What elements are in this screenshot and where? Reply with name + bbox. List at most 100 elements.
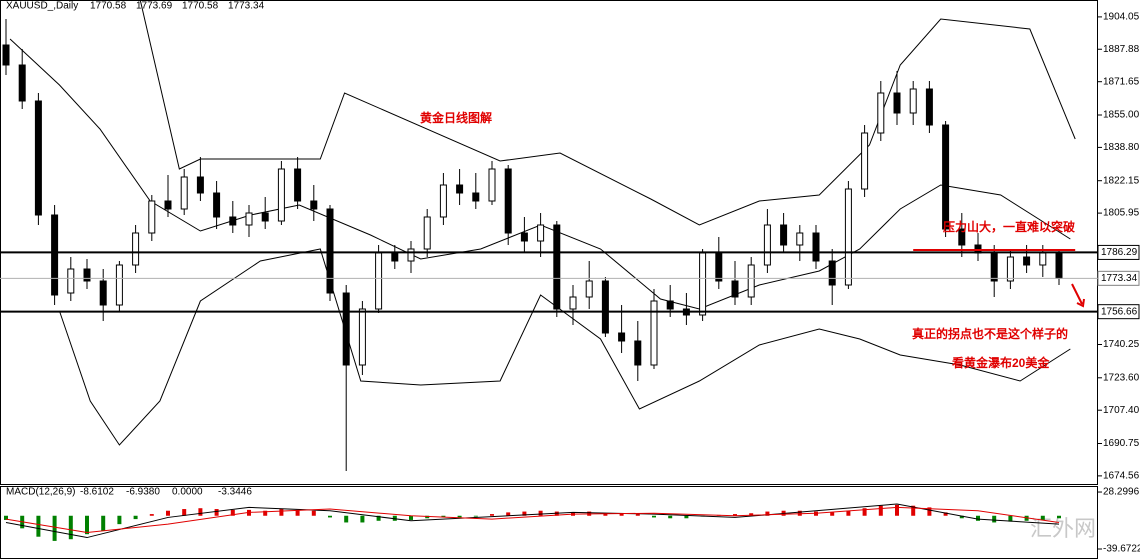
macd-bar [976, 515, 980, 521]
macd-readout: 0.0000 [172, 487, 203, 498]
macd-bar [198, 508, 203, 516]
macd-title: MACD(12,26,9) [6, 487, 75, 498]
y-tick-label: 1707.40 [1103, 405, 1140, 416]
candle-body [132, 232, 140, 266]
macd-readout: -3.3446 [218, 487, 252, 498]
macd-bar [376, 515, 381, 521]
macd-bar [635, 514, 640, 516]
macd-bar [133, 515, 138, 520]
candle-body [148, 200, 156, 234]
macd-readout: -8.6102 [80, 487, 114, 498]
candle-body [666, 300, 674, 310]
candle-body [245, 212, 253, 226]
macd-bar [311, 510, 316, 516]
annotation: 黄金日线图解 [420, 110, 492, 125]
y-tick-label: 1871.65 [1103, 76, 1140, 87]
candle-body [537, 224, 545, 242]
macd-bar [101, 515, 106, 531]
macd-readout: -6.9380 [126, 487, 160, 498]
candle-body [731, 280, 739, 298]
macd-bar [943, 512, 948, 516]
y-tick-label: 1740.25 [1103, 339, 1140, 350]
candles [2, 19, 1063, 471]
y-tick-label: 1805.95 [1103, 208, 1140, 219]
macd-bar [409, 515, 413, 520]
macd-bar [668, 515, 673, 519]
candle-body [861, 132, 869, 190]
candle-body [229, 216, 237, 226]
macd-bar [797, 510, 802, 516]
price-box [1097, 304, 1140, 320]
overlay: 1786.29 1756.66 1773.34 [0, 244, 1140, 320]
price-box [1097, 270, 1140, 286]
macd-bar [765, 511, 770, 516]
macd-line [5, 503, 1060, 539]
annotation: 压力山大，一直难以突破 [943, 219, 1075, 234]
candle-body [326, 208, 334, 294]
bollinger-band [58, 248, 1071, 446]
macd-bar [959, 515, 964, 519]
candle-body [277, 168, 285, 222]
macd-line [5, 506, 1060, 534]
candle-body [67, 268, 75, 294]
candle-body [747, 264, 755, 298]
candle-body [1023, 256, 1031, 266]
macd-bar [68, 515, 73, 540]
header-value: 1773.34 [228, 1, 265, 12]
header-value: 1770.58 [90, 1, 127, 12]
candle-body [958, 228, 966, 246]
macd-bar [846, 510, 851, 516]
macd-bar [830, 512, 835, 516]
macd-bar [360, 515, 365, 523]
y-tick-label: 1855.00 [1103, 110, 1140, 121]
candle-body [115, 264, 123, 306]
candle-body [423, 216, 431, 250]
macd-bar [1008, 515, 1013, 522]
candle-body [520, 232, 528, 242]
price-box [1097, 244, 1140, 260]
macd-bar [52, 515, 57, 541]
candle-body [34, 100, 42, 216]
bands [9, 0, 1076, 446]
macd-frame [0, 486, 1098, 559]
candle-body [909, 88, 917, 114]
candle-body [439, 184, 447, 218]
candle-body [472, 192, 480, 202]
candle-body [51, 214, 59, 296]
candle-body [488, 168, 496, 202]
candle-body [213, 192, 221, 218]
y-tick-label: 28.2996 [1103, 487, 1140, 498]
macd-bar [36, 515, 41, 537]
macd-bar [603, 513, 608, 516]
candle-body [164, 200, 172, 210]
candle-body [877, 92, 885, 134]
macd-bar [733, 514, 737, 516]
candle-body [763, 224, 771, 266]
macd-bar [166, 510, 170, 516]
header-value: 1773.69 [136, 1, 173, 12]
candle-body [650, 300, 658, 366]
macd-bar [441, 515, 446, 518]
macd-bar [279, 509, 284, 516]
price-box-label: 1756.66 [1101, 306, 1138, 317]
macd-bar [862, 508, 867, 516]
macd-bar [684, 515, 689, 519]
candle-body [780, 224, 788, 246]
macd-bar [1057, 515, 1061, 519]
annotation: 真正的拐点也不是这个样子的 [912, 326, 1068, 341]
y-tick-label: 1723.60 [1103, 372, 1140, 383]
candle-body [261, 212, 269, 222]
macd-bar [149, 514, 154, 516]
macd-bar [182, 509, 187, 516]
y-tick-label: 1690.75 [1103, 438, 1140, 449]
candle-body [294, 168, 302, 202]
candle-body [601, 280, 609, 334]
candle-body [925, 88, 933, 126]
macd-bar [473, 515, 478, 517]
candle-body [569, 296, 577, 310]
macd-bar [911, 505, 916, 516]
candle-body [844, 188, 852, 286]
annotation: 看黄金瀑布20美金 [952, 355, 1050, 370]
candle-body [828, 260, 836, 286]
